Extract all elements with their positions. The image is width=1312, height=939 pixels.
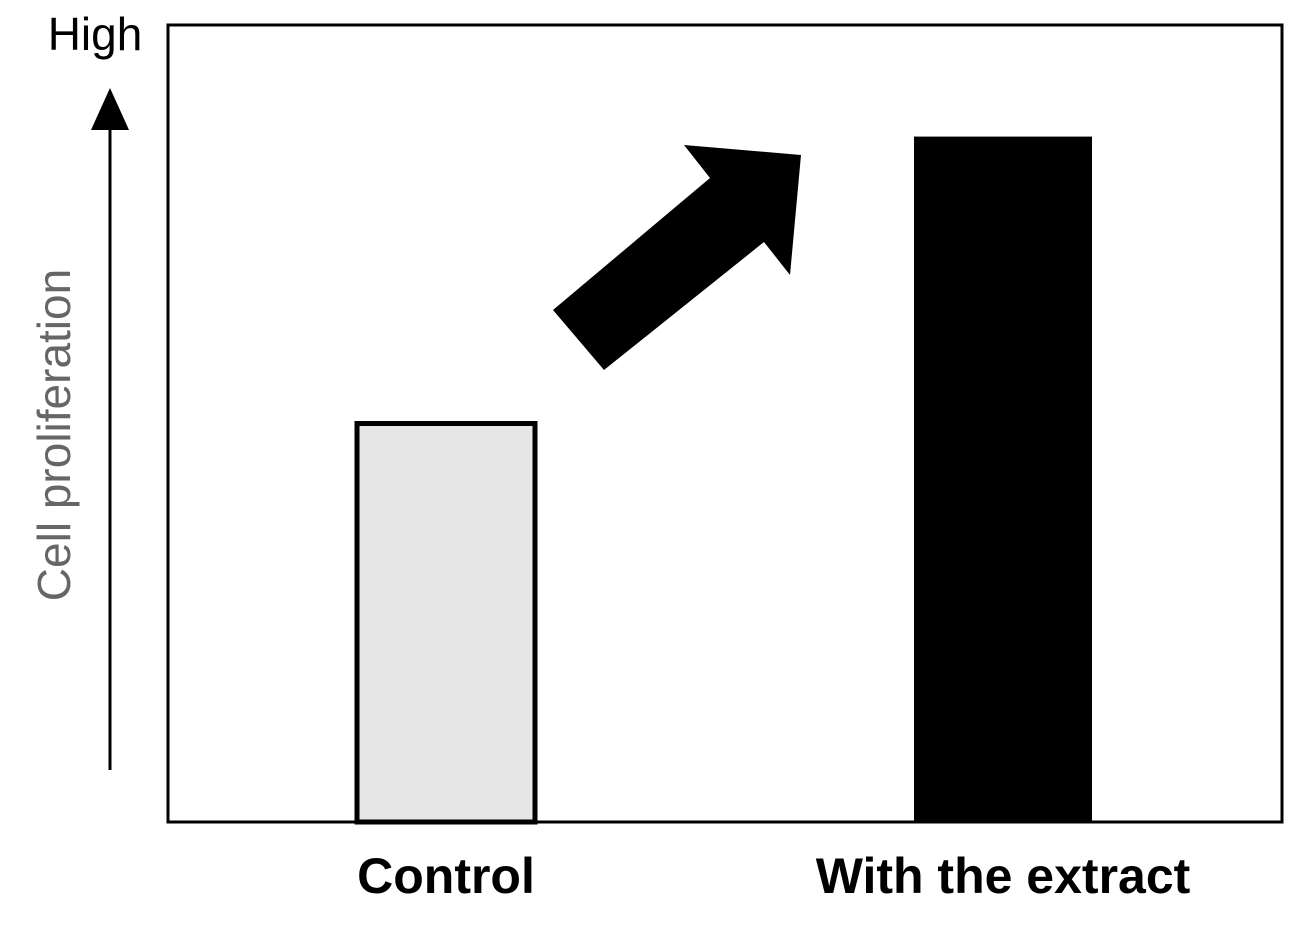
plot-frame	[166, 23, 1284, 824]
x-tick-label: Control	[357, 848, 535, 904]
increase-arrow	[553, 145, 801, 370]
y-axis-arrow-head	[91, 88, 129, 130]
y-top-label: High	[48, 8, 143, 60]
x-tick-label: With the extract	[816, 848, 1191, 904]
y-axis-label: Cell proliferation	[28, 269, 80, 601]
bar	[354, 421, 538, 825]
bar	[914, 136, 1092, 822]
